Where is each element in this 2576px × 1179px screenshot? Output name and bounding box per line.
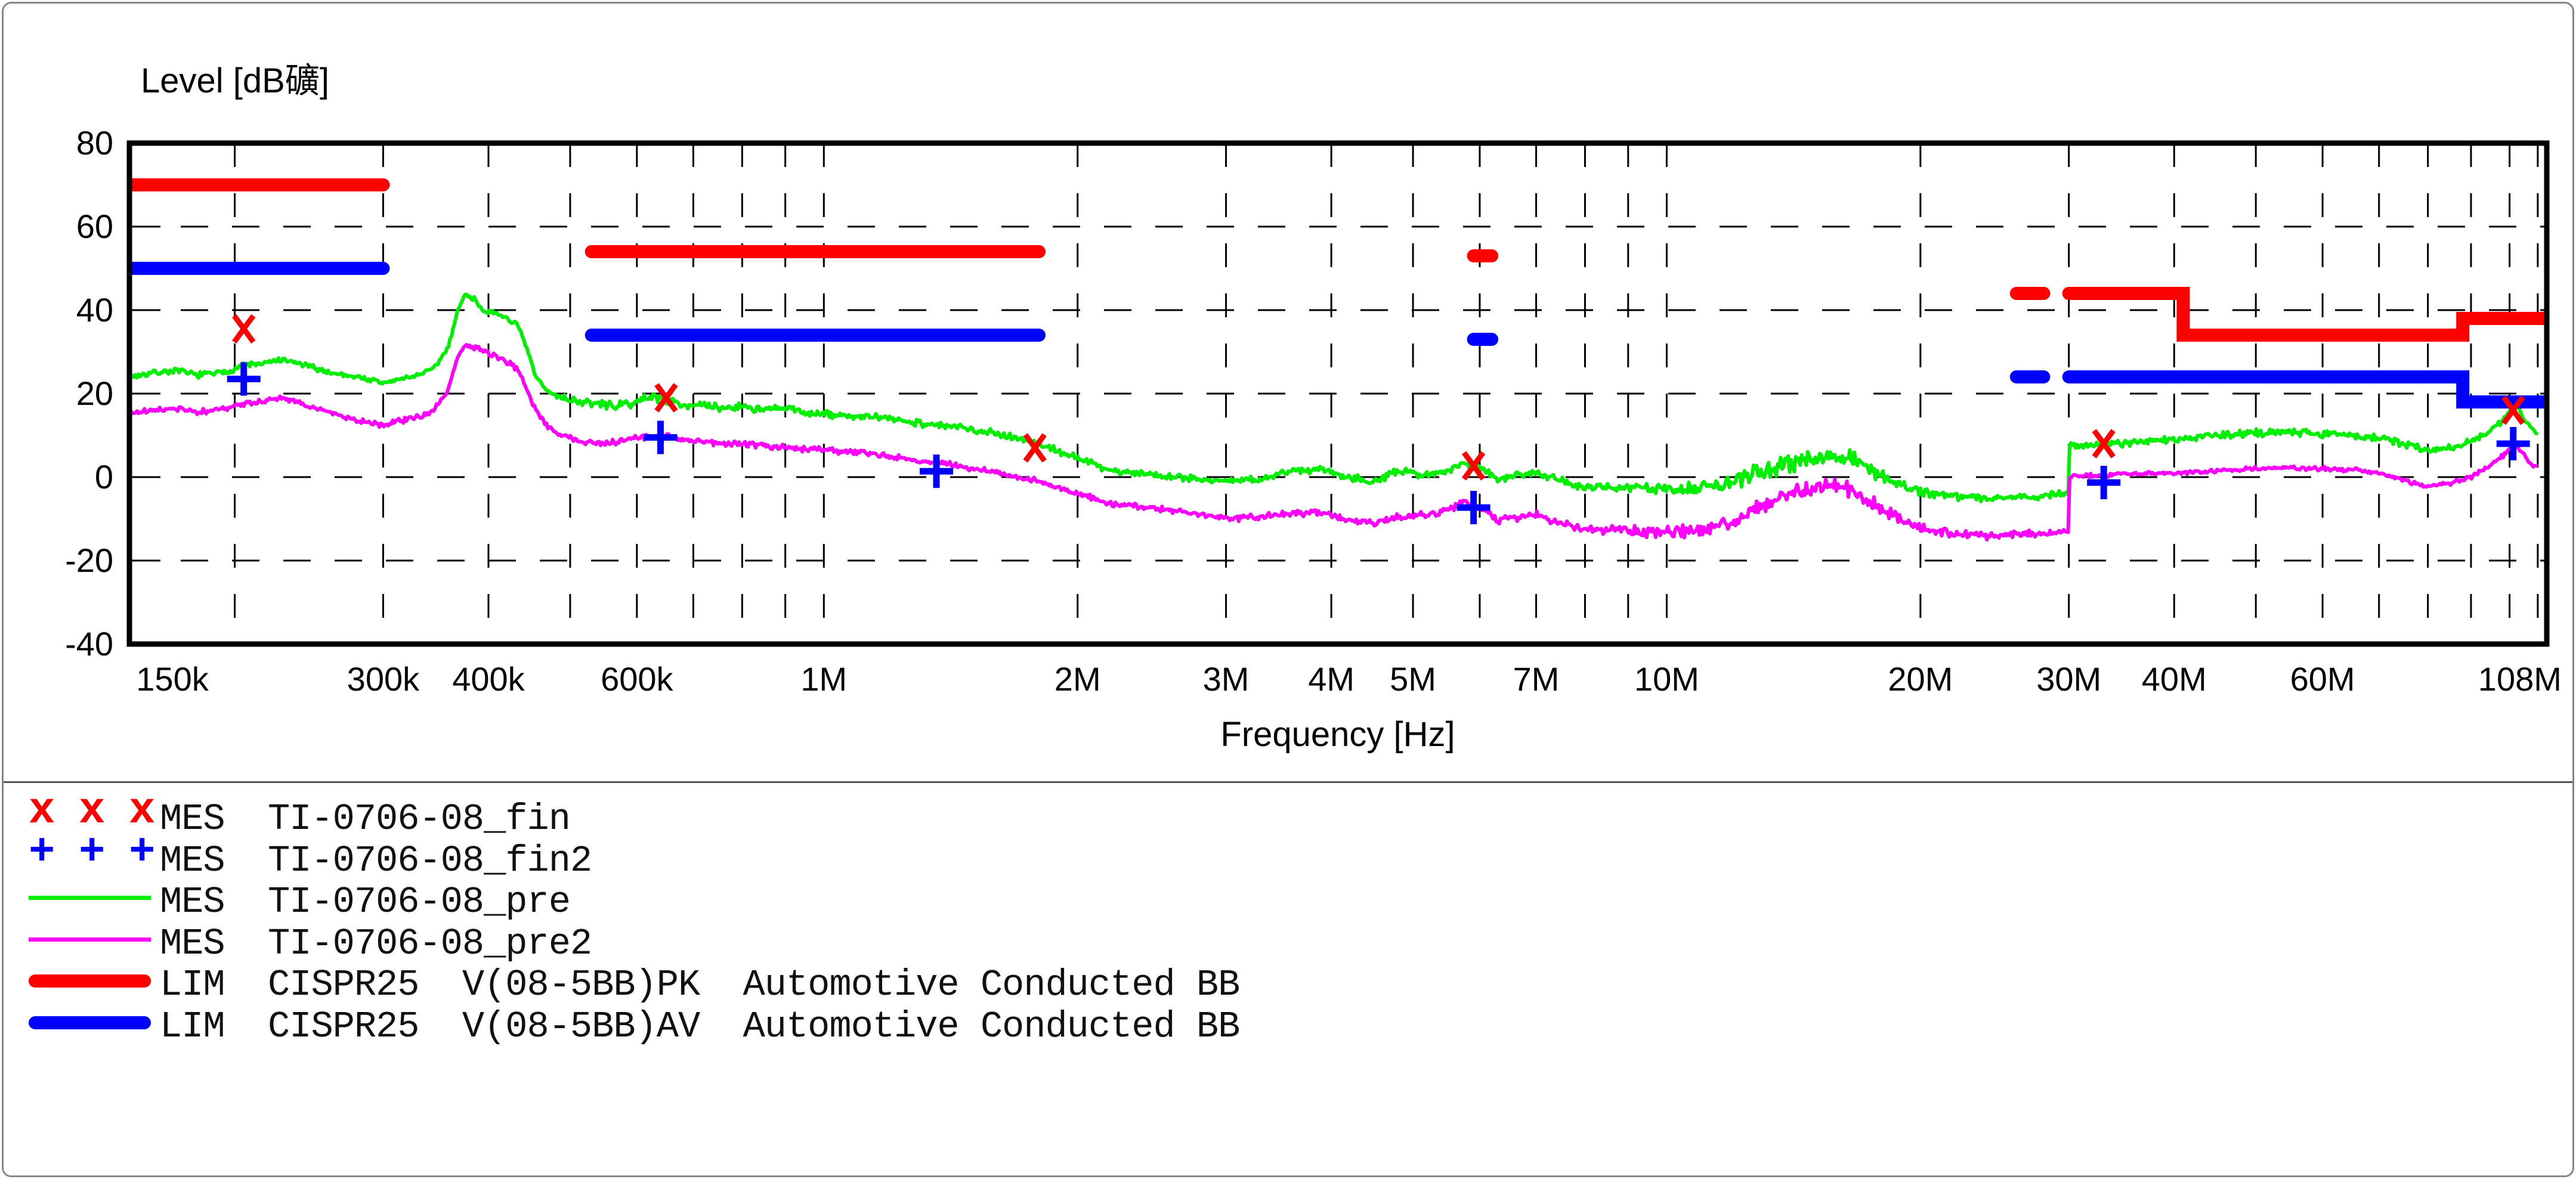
y-tick-label: -20 xyxy=(65,541,113,579)
plus-marker-icon xyxy=(2087,466,2121,500)
legend-label: MES TI-0706-08_pre xyxy=(160,881,571,923)
x-tick-label: 4M xyxy=(1308,660,1355,698)
x-tick-label: 60M xyxy=(2290,660,2355,698)
x-tick-label: 20M xyxy=(1888,660,1953,698)
y-tick-label: 80 xyxy=(76,124,113,162)
x-axis-title: Frequency [Hz] xyxy=(1220,715,1455,754)
x-glyph-icon: x xyxy=(79,786,106,836)
chart-plot-area xyxy=(126,140,2550,647)
legend-label: MES TI-0706-08_fin xyxy=(160,798,571,840)
x-tick-label: 1M xyxy=(800,660,848,698)
legend-row-limit-av: LIM CISPR25 V(08-5BB)AV Automotive Condu… xyxy=(0,1002,2565,1048)
x-tick-label: 300k xyxy=(347,660,420,698)
x-tick-label: 40M xyxy=(2141,660,2207,698)
x-tick-label: 7M xyxy=(1513,660,1560,698)
plus-marker-icon xyxy=(2496,427,2530,460)
plus-marker-icon xyxy=(227,362,261,396)
plus-marker-icon xyxy=(1456,491,1490,525)
legend-label: LIM CISPR25 V(08-5BB)AV Automotive Condu… xyxy=(160,1005,1240,1048)
plot-border xyxy=(126,140,2550,647)
line-swatch xyxy=(29,937,151,942)
y-axis-title: Level [dB礦] xyxy=(141,61,329,100)
x-marker-icon xyxy=(232,314,256,344)
trace-0 xyxy=(128,292,2539,503)
x-tick-label: 600k xyxy=(601,660,673,698)
x-tick-label: 108M xyxy=(2478,660,2562,698)
plus-glyph-icon: + xyxy=(29,827,55,878)
red-limit-swatch-icon xyxy=(29,960,154,1002)
x-tick-label: 3M xyxy=(1202,660,1250,698)
x-glyph-icon: x xyxy=(129,786,156,836)
green-line-swatch-icon xyxy=(29,877,154,919)
x-tick-label: 5M xyxy=(1390,660,1436,698)
legend-row-limit-pk: LIM CISPR25 V(08-5BB)PK Automotive Condu… xyxy=(0,960,2565,1006)
plus-glyph-icon: + xyxy=(79,827,106,878)
blue-limit-swatch-icon xyxy=(29,1002,154,1044)
y-tick-label: 20 xyxy=(76,375,113,412)
x-marker-icon xyxy=(1462,451,1486,481)
x-tick-label: 150k xyxy=(136,660,209,698)
x-marker-icon xyxy=(2092,429,2116,459)
x-tick-label: 400k xyxy=(452,660,525,698)
plus-marker-icon xyxy=(644,420,678,454)
limit-line-pk xyxy=(2062,287,2549,342)
line-swatch xyxy=(29,974,151,988)
x-tick-label: 2M xyxy=(1054,660,1101,698)
y-tick-label: 60 xyxy=(76,208,113,245)
y-tick-label: -40 xyxy=(65,625,113,663)
plus-marker-swatch-icon: + + + xyxy=(29,827,156,878)
x-marker-icon xyxy=(2501,395,2525,425)
x-tick-label: 10M xyxy=(1634,660,1699,698)
legend-separator xyxy=(4,781,2572,783)
line-swatch xyxy=(29,1016,151,1029)
y-tick-label: 0 xyxy=(94,458,113,496)
y-tick-label: 40 xyxy=(76,291,113,329)
x-tick-label: 30M xyxy=(2036,660,2102,698)
legend-label: MES TI-0706-08_pre2 xyxy=(160,922,592,965)
plot-inner xyxy=(127,142,2549,645)
legend-row-pre: MES TI-0706-08_pre xyxy=(0,877,2565,923)
line-swatch xyxy=(29,896,151,900)
plus-marker-icon xyxy=(920,454,954,488)
x-marker-icon xyxy=(1023,433,1047,463)
legend-label: LIM CISPR25 V(08-5BB)PK Automotive Condu… xyxy=(160,964,1240,1006)
x-glyph-icon: x xyxy=(29,786,55,836)
limit-line-av xyxy=(2062,370,2549,409)
plus-glyph-icon: + xyxy=(129,827,156,878)
magenta-line-swatch-icon xyxy=(29,919,154,961)
legend-row-fin2: + + + MES TI-0706-08_fin2 xyxy=(0,827,2565,882)
trace-1 xyxy=(128,343,2538,542)
x-marker-icon xyxy=(654,383,678,413)
legend-row-pre2: MES TI-0706-08_pre2 xyxy=(0,919,2565,965)
legend-label: MES TI-0706-08_fin2 xyxy=(160,839,592,882)
